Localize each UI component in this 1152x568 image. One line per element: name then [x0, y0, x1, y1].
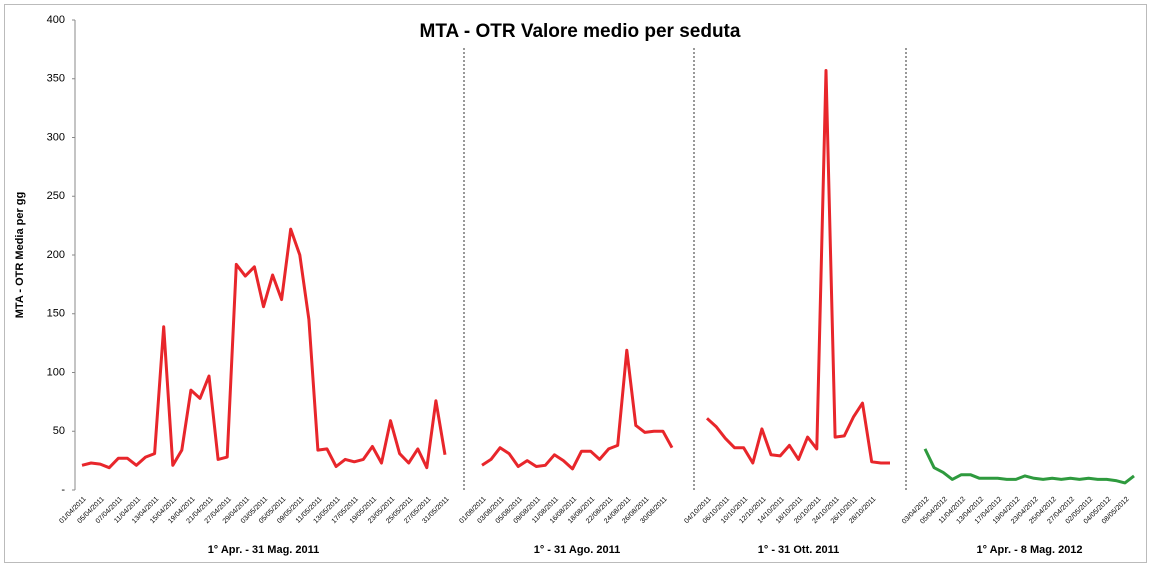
series-line [923, 448, 1135, 485]
series-line [81, 227, 447, 470]
y-axis-label: MTA - OTR Media per gg [14, 192, 26, 319]
section-label: 1° - 31 Ott. 2011 [758, 544, 839, 556]
y-tick-label: 200 [47, 249, 65, 261]
series-line [481, 348, 674, 471]
y-tick-label: 350 [47, 73, 65, 85]
y-tick-label: 400 [47, 14, 65, 26]
y-tick-label: 250 [47, 190, 65, 202]
y-tick-label: 300 [47, 131, 65, 143]
section-label: 1° - 31 Ago. 2011 [534, 544, 621, 556]
y-tick-label: 100 [47, 366, 65, 378]
y-tick-label: 50 [53, 425, 65, 437]
section-label: 1° Apr. - 31 Mag. 2011 [208, 544, 320, 556]
y-tick-label: - [61, 484, 65, 496]
series-line [705, 69, 890, 465]
chart-title: MTA - OTR Valore medio per seduta [420, 21, 741, 42]
y-tick-label: 150 [47, 308, 65, 320]
chart-border [4, 4, 1147, 563]
section-label: 1° Apr. - 8 Mag. 2012 [976, 544, 1082, 556]
